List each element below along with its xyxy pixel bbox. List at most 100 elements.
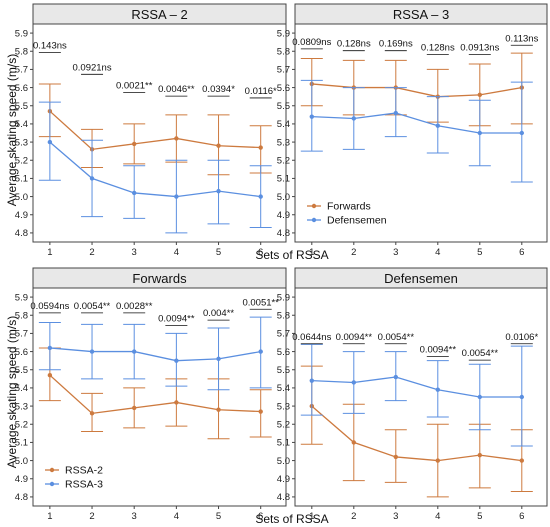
y-tick-label: 5.7 xyxy=(15,65,28,76)
y-tick-label: 4.9 xyxy=(277,474,290,485)
y-tick-label: 5.8 xyxy=(15,311,28,322)
panel-title: RSSA – 3 xyxy=(393,7,449,22)
y-tick-label: 5.1 xyxy=(277,438,290,449)
data-point xyxy=(174,136,179,141)
data-point xyxy=(477,452,482,458)
series-line xyxy=(49,141,261,198)
x-tick-label: 3 xyxy=(132,247,137,258)
y-tick-label: 5.7 xyxy=(277,65,290,76)
p-value-label: 0.004** xyxy=(203,308,234,319)
x-tick-label: 3 xyxy=(393,247,398,258)
x-tick-label: 1 xyxy=(47,511,52,522)
data-point xyxy=(393,110,398,116)
series-line xyxy=(311,405,522,462)
series-rssa-3 xyxy=(38,316,272,391)
data-point xyxy=(309,114,314,119)
x-tick-label: 5 xyxy=(216,247,221,258)
data-point xyxy=(351,116,356,121)
p-value-label: 0.0921ns xyxy=(72,62,111,73)
x-tick-label: 5 xyxy=(477,247,482,258)
y-tick-label: 5.3 xyxy=(277,137,290,148)
data-point xyxy=(216,407,221,412)
p-value-label: 0.0913ns xyxy=(460,42,499,53)
panel-1: RSSA – 2 4.8 4.9 5.0 5.1 5.2 5.3 5.4 5.5 5.6 5.7 5.… xyxy=(15,3,287,258)
y-tick-label: 5.5 xyxy=(277,365,290,376)
data-point xyxy=(393,374,398,380)
y-tick-label: 5.4 xyxy=(277,119,290,130)
data-point xyxy=(477,92,482,98)
y-tick-label: 4.8 xyxy=(277,492,290,503)
y-tick-label: 5.9 xyxy=(15,28,28,39)
legend-key-point xyxy=(311,203,317,209)
x-tick-label: 4 xyxy=(174,511,179,522)
p-value-label: 0.0028** xyxy=(116,301,153,312)
y-tick-label: 5.8 xyxy=(277,47,290,58)
p-value-label: 0.128ns xyxy=(421,42,455,53)
y-tick-label: 5.2 xyxy=(277,420,290,431)
data-point xyxy=(351,380,356,385)
p-value-label: 0.0644ns xyxy=(292,332,331,343)
x-axis-label-bottom: Sets of RSSA xyxy=(255,512,328,526)
y-tick-label: 5.3 xyxy=(277,401,290,412)
x-tick-label: 4 xyxy=(435,247,440,258)
panels: RSSA – 2 4.8 4.9 5.0 5.1 5.2 5.3 5.4 5.5 5.6 5.7 5.… xyxy=(15,3,548,522)
y-tick-label: 4.8 xyxy=(15,492,28,503)
y-tick-label: 5.6 xyxy=(15,347,28,358)
panel-3: Forwards 4.8 4.9 5.0 5.1 5.2 5.3 5.4 5.5 5.6 5.7 5.… xyxy=(15,267,287,522)
p-value-label: 0.0594ns xyxy=(30,301,69,312)
y-tick-label: 5.1 xyxy=(15,174,28,185)
p-value-label: 0.0094** xyxy=(336,332,373,343)
series-defensemen xyxy=(38,101,272,234)
x-tick-label: 1 xyxy=(309,247,314,258)
x-axis-label-top: Sets of RSSA xyxy=(255,248,328,262)
data-point xyxy=(477,394,482,400)
x-tick-label: 2 xyxy=(89,247,94,258)
y-tick-label: 5.6 xyxy=(15,83,28,94)
data-point xyxy=(132,405,137,411)
legend-key-point xyxy=(49,467,55,473)
y-tick-label: 5.7 xyxy=(15,329,28,340)
p-value-label: 0.0054** xyxy=(378,332,415,343)
data-point xyxy=(47,139,53,145)
x-tick-label: 3 xyxy=(393,511,398,522)
y-axis-label-bottom: Average skating speed (m/s) xyxy=(5,316,19,469)
series-line xyxy=(49,110,261,151)
x-tick-label: 2 xyxy=(351,511,356,522)
x-tick-label: 1 xyxy=(309,511,314,522)
x-tick-label: 2 xyxy=(89,511,94,522)
p-value-label: 0.0394* xyxy=(202,84,235,95)
x-tick-label: 2 xyxy=(351,247,356,258)
y-tick-label: 5.6 xyxy=(277,347,290,358)
legend-key-point xyxy=(311,217,317,223)
data-point xyxy=(519,130,524,136)
y-tick-label: 5.0 xyxy=(15,456,28,467)
data-point xyxy=(47,345,53,351)
y-tick-label: 5.9 xyxy=(277,28,290,39)
y-tick-label: 5.4 xyxy=(277,383,290,394)
data-point xyxy=(47,373,53,378)
data-point xyxy=(435,458,440,463)
y-tick-label: 5.6 xyxy=(277,83,290,94)
data-point xyxy=(216,143,221,148)
y-tick-label: 5.0 xyxy=(15,192,28,203)
data-point xyxy=(216,188,221,194)
p-value-label: 0.0054** xyxy=(462,348,499,359)
legend-label: RSSA-2 xyxy=(65,465,103,477)
panel-4: Defensemen 4.8 4.9 5.0 5.1 5.2 5.3 5.4 5.5 5.6 5.7… xyxy=(277,267,548,522)
y-tick-label: 4.8 xyxy=(15,228,28,239)
x-tick-label: 6 xyxy=(258,511,263,522)
data-point xyxy=(477,130,482,136)
p-value-label: 0.0809ns xyxy=(292,37,331,48)
y-tick-label: 5.3 xyxy=(15,401,28,412)
series-line xyxy=(311,83,522,98)
data-point xyxy=(89,176,95,181)
data-point xyxy=(89,411,95,416)
y-tick-label: 5.1 xyxy=(277,174,290,185)
data-point xyxy=(351,440,356,445)
y-tick-label: 5.4 xyxy=(15,383,28,394)
panel-title: Forwards xyxy=(132,271,187,286)
p-value-label: 0.169ns xyxy=(379,39,413,50)
p-value-label: 0.113ns xyxy=(505,33,538,44)
data-point xyxy=(258,349,263,354)
